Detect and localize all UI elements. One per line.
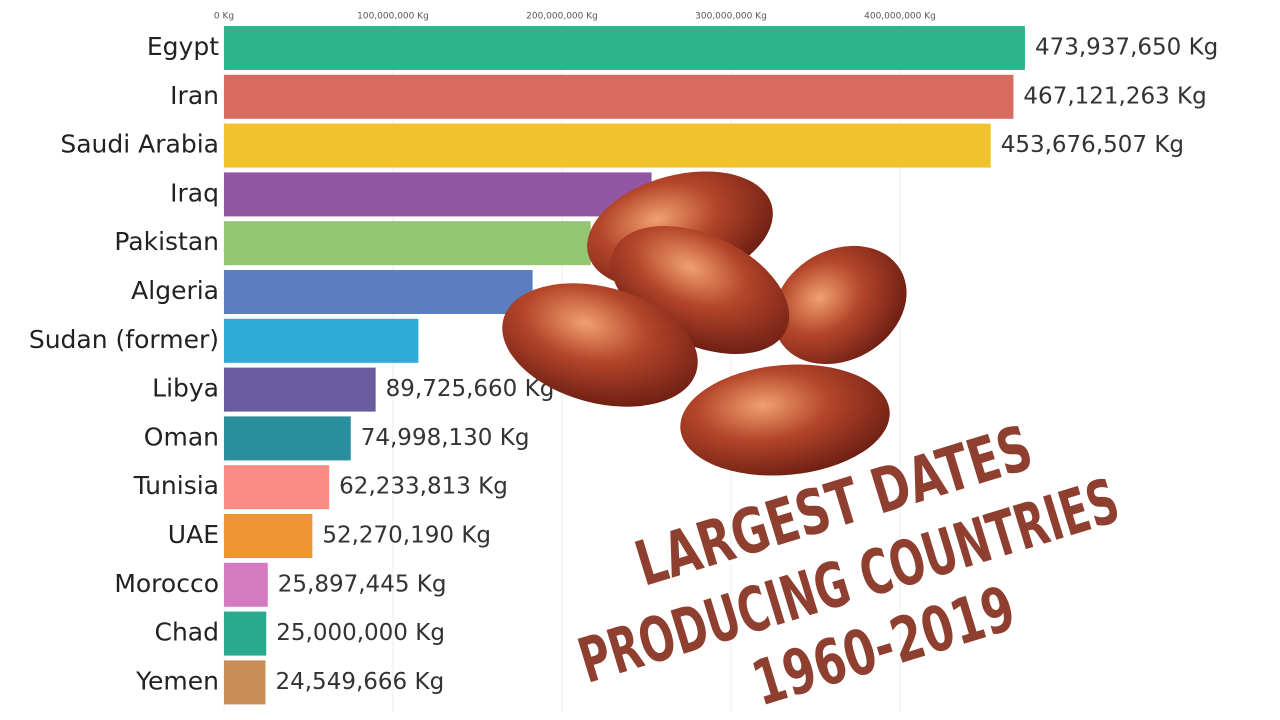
bar — [224, 318, 419, 363]
bar — [224, 562, 268, 607]
bar — [224, 367, 376, 412]
x-tick-label: 0 Kg — [214, 12, 234, 22]
category-label: Oman — [144, 422, 219, 451]
category-label: Morocco — [114, 569, 219, 598]
value-label: 467,121,263 Kg — [1023, 83, 1206, 109]
category-label: Algeria — [131, 276, 219, 305]
bar — [224, 26, 1025, 70]
bar — [224, 465, 330, 510]
category-label: UAE — [168, 520, 219, 549]
category-label: Saudi Arabia — [60, 130, 219, 159]
bar — [224, 74, 1014, 119]
value-label: 24,549,666 Kg — [275, 669, 444, 695]
category-label: Sudan (former) — [29, 325, 219, 354]
bar — [224, 660, 266, 705]
x-tick-label: 200,000,000 Kg — [526, 12, 598, 22]
category-label: Yemen — [135, 666, 219, 695]
bar — [224, 172, 652, 217]
dates-image — [502, 171, 907, 476]
bar — [224, 611, 267, 656]
category-label: Iran — [170, 81, 219, 110]
bar — [224, 221, 591, 266]
bar — [224, 416, 351, 461]
category-label: Tunisia — [133, 471, 219, 500]
value-label: 25,000,000 Kg — [276, 620, 445, 646]
x-tick-label: 400,000,000 Kg — [864, 12, 936, 22]
value-label: 89,725,660 Kg — [386, 376, 555, 402]
x-tick-label: 100,000,000 Kg — [357, 12, 429, 22]
bar — [224, 270, 533, 314]
value-label: 25,897,445 Kg — [278, 571, 447, 597]
value-label: 62,233,813 Kg — [339, 474, 508, 500]
value-label: 74,998,130 Kg — [361, 425, 530, 451]
category-label: Egypt — [147, 32, 219, 61]
bar — [224, 514, 313, 558]
value-label: 473,937,650 Kg — [1035, 35, 1218, 61]
value-label: 52,270,190 Kg — [322, 523, 491, 549]
bar — [224, 123, 991, 168]
category-label: Libya — [152, 374, 219, 403]
bars: 0 Kg 100,000,000 Kg 200,000,000 Kg 300,000,… — [29, 12, 1218, 712]
x-tick-label: 300,000,000 Kg — [695, 12, 767, 22]
category-label: Chad — [155, 618, 220, 647]
value-label: 453,676,507 Kg — [1001, 132, 1184, 158]
category-label: Pakistan — [114, 227, 219, 256]
category-label: Iraq — [170, 178, 219, 207]
